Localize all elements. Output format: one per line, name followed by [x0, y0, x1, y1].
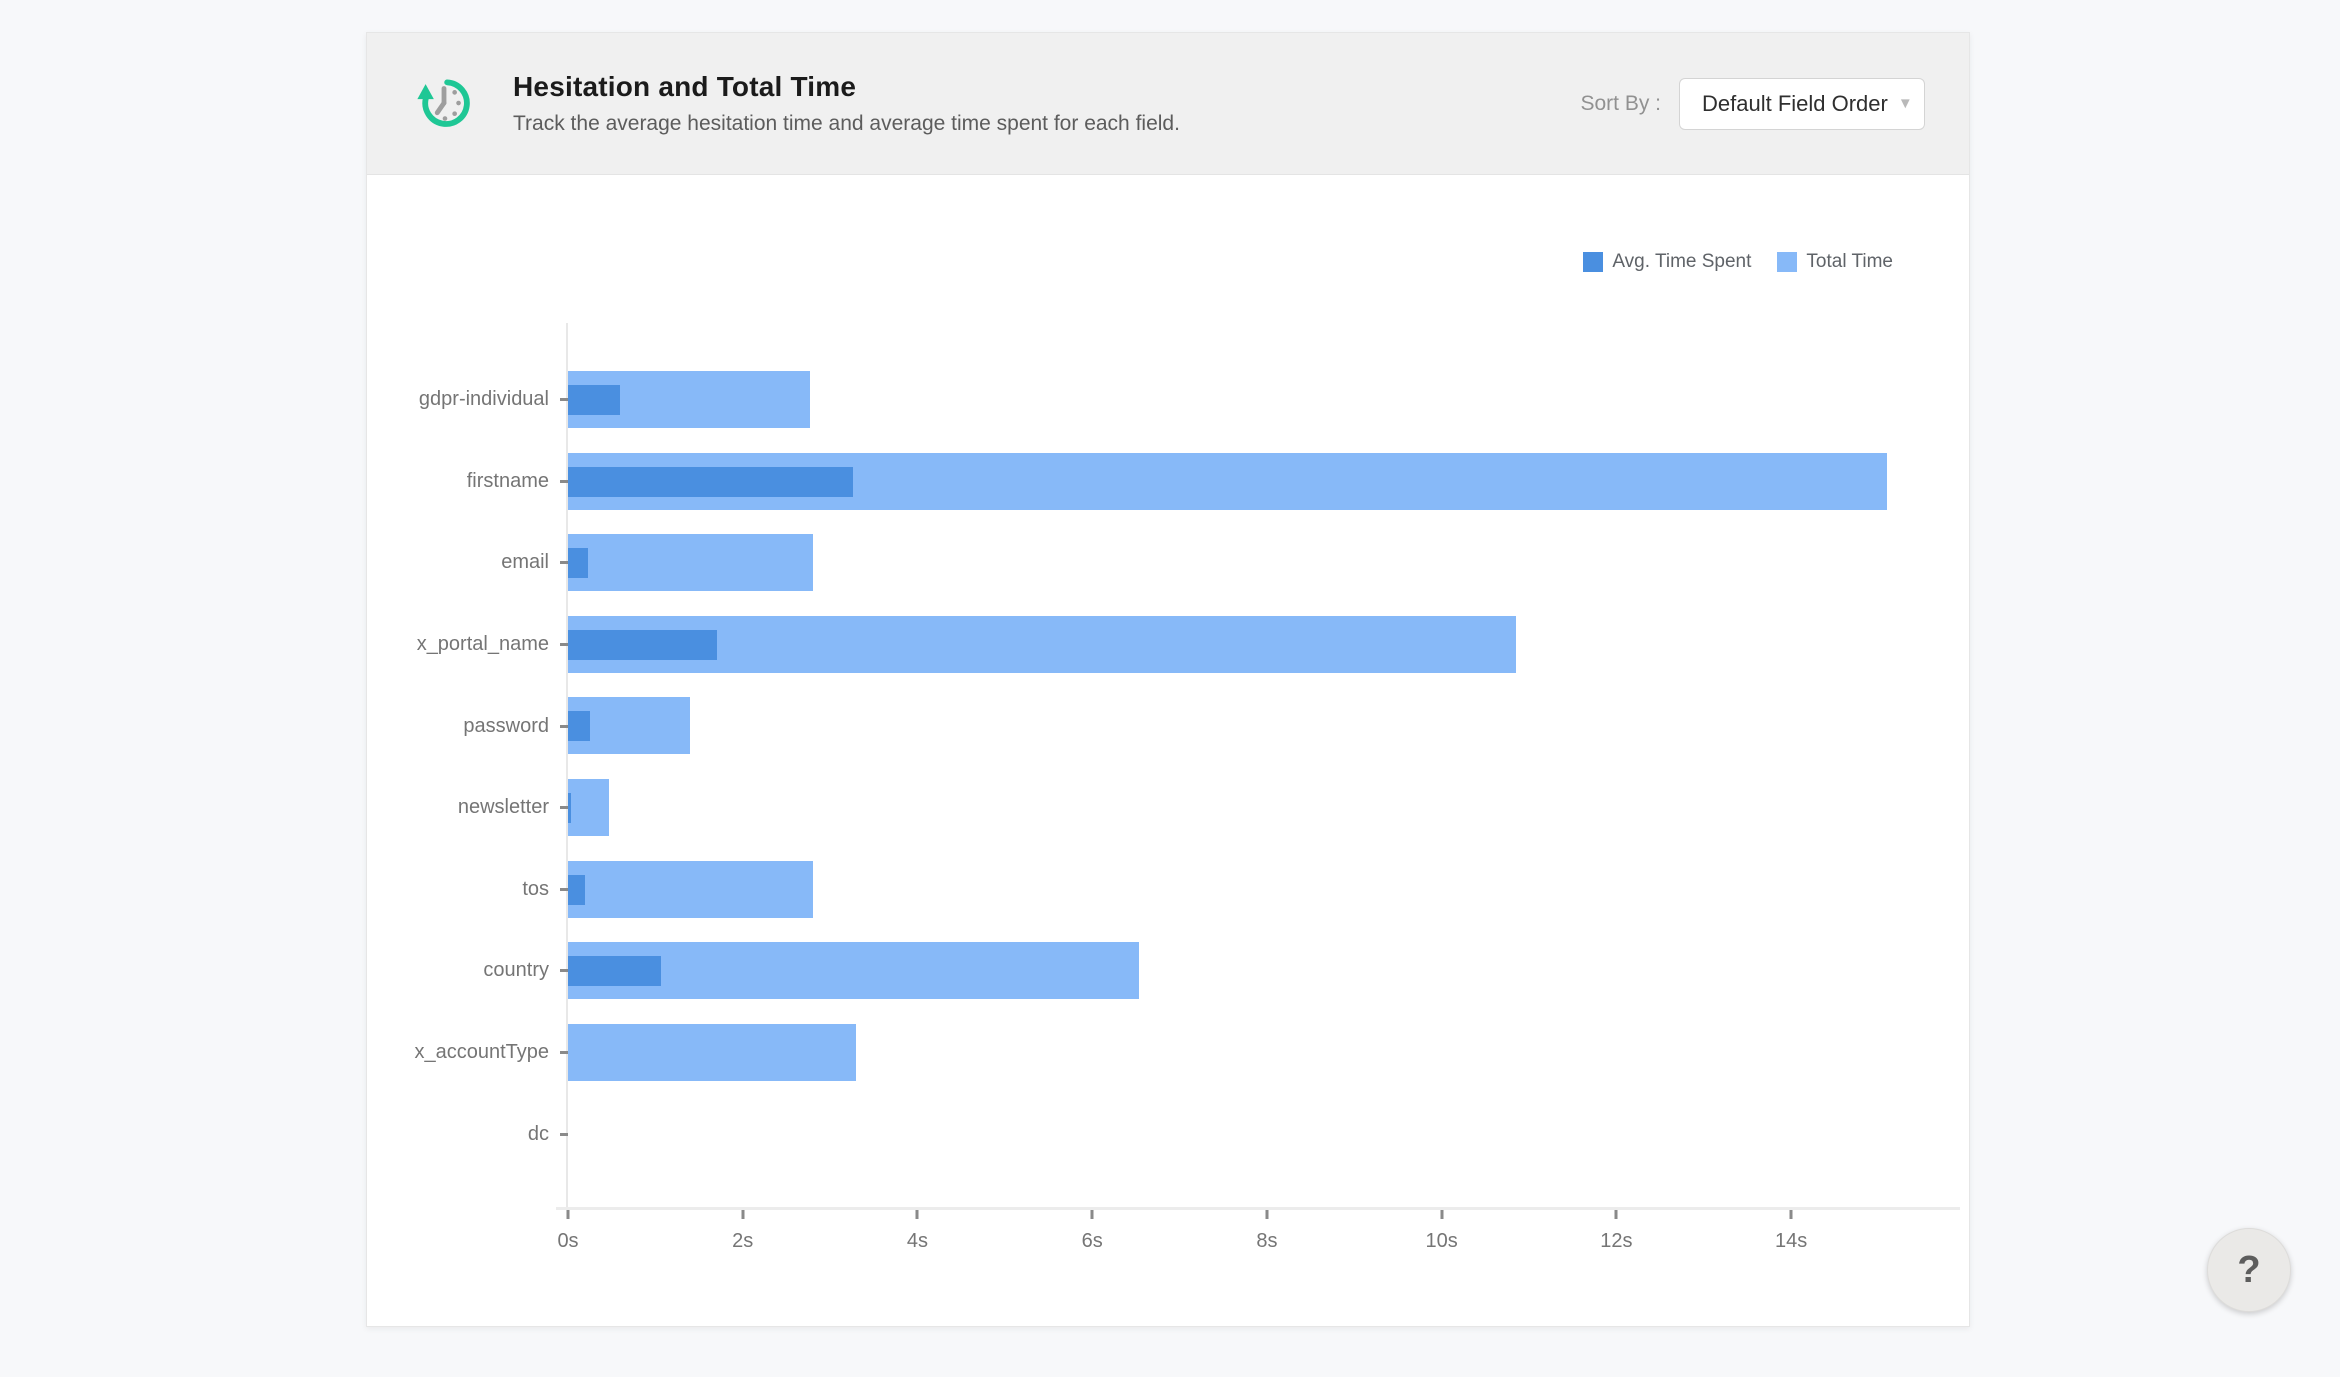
legend-item[interactable]: Total Time: [1777, 251, 1893, 273]
y-axis-tick-mark: [560, 479, 568, 483]
sort-by-dropdown[interactable]: Default Field Order ▼: [1679, 77, 1925, 130]
x-axis-tick-mark: [566, 1210, 570, 1219]
total-time-bar[interactable]: [568, 615, 1516, 673]
page-title: Hesitation and Total Time: [513, 71, 857, 102]
chart-row: [568, 522, 1896, 604]
x-axis-tick-label: 8s: [1256, 1230, 1278, 1252]
help-button-label: ?: [2237, 1248, 2261, 1291]
x-axis-tick-label: 2s: [732, 1230, 754, 1252]
y-axis-label-row: gdpr-individual: [369, 359, 568, 441]
avg-time-spent-bar[interactable]: [568, 792, 572, 823]
chart-row: [568, 359, 1896, 441]
legend-swatch-icon: [1583, 252, 1604, 272]
sort-by-group: Sort By : Default Field Order ▼: [1580, 77, 1925, 130]
sort-by-selected-value: Default Field Order: [1702, 90, 1888, 116]
y-axis-tick-mark: [560, 643, 568, 647]
y-axis-label: country: [483, 959, 549, 982]
x-axis-tick-label: 10s: [1425, 1230, 1458, 1252]
y-axis-label-row: dc: [369, 1093, 568, 1175]
chart-row: [568, 767, 1896, 849]
x-axis-tick-mark: [1614, 1210, 1618, 1219]
legend-item[interactable]: Avg. Time Spent: [1583, 251, 1751, 273]
y-axis-tick-mark: [560, 398, 568, 402]
header-text: Hesitation and Total Time Track the aver…: [513, 71, 1180, 136]
sort-by-label: Sort By :: [1580, 91, 1661, 115]
y-axis-label-row: tos: [369, 849, 568, 931]
x-axis-tick-label: 4s: [906, 1230, 929, 1252]
chart-legend: Avg. Time Spent Total Time: [1583, 251, 1893, 273]
y-axis-label-row: password: [369, 685, 568, 767]
total-time-bar[interactable]: [568, 534, 813, 592]
x-axis-line: [556, 1207, 1960, 1210]
y-axis-label-row: email: [369, 522, 568, 604]
y-axis-labels: gdpr-individual firstname email x_portal_na…: [369, 359, 568, 1175]
y-axis-label: email: [501, 551, 549, 574]
chart-row: [568, 1093, 1896, 1175]
chart-row: [568, 1012, 1896, 1094]
total-time-bar[interactable]: [568, 942, 1140, 1000]
chevron-down-icon: ▼: [1897, 95, 1913, 112]
x-axis-tick-mark: [1789, 1210, 1793, 1219]
y-axis-tick-mark: [560, 724, 568, 728]
x-axis-tick-label: 6s: [1081, 1230, 1103, 1252]
chart-row: [568, 685, 1896, 767]
x-axis-tick-mark: [1090, 1210, 1094, 1219]
history-clock-icon: [417, 78, 470, 127]
total-time-bar[interactable]: [568, 778, 610, 836]
x-axis-tick-label: 12s: [1600, 1230, 1633, 1252]
avg-time-spent-bar[interactable]: [568, 548, 589, 579]
x-axis-tick-mark: [915, 1210, 919, 1219]
y-axis-label: newsletter: [457, 796, 549, 819]
x-axis-tick-mark: [1440, 1210, 1444, 1219]
help-button[interactable]: ?: [2207, 1228, 2291, 1312]
legend-label: Avg. Time Spent: [1612, 251, 1752, 272]
y-axis-label: tos: [522, 877, 549, 900]
chart-row: [568, 849, 1896, 931]
chart-row: [568, 604, 1896, 686]
total-time-bar[interactable]: [568, 860, 813, 918]
y-axis-tick-mark: [560, 887, 568, 891]
y-axis-label-row: x_accountType: [369, 1012, 568, 1094]
chart-row: [568, 441, 1896, 523]
y-axis-label: dc: [527, 1122, 549, 1145]
y-axis-label: firstname: [466, 469, 549, 492]
y-axis-tick-mark: [560, 969, 568, 973]
y-axis-label: password: [463, 714, 549, 737]
chart-row: [568, 930, 1896, 1012]
hesitation-card: Hesitation and Total Time Track the aver…: [366, 32, 1970, 1327]
total-time-bar[interactable]: [568, 1023, 857, 1081]
plot-area: gdpr-individual firstname email x_portal_na…: [414, 323, 1960, 1252]
avg-time-spent-bar[interactable]: [568, 466, 853, 497]
x-axis-tick-mark: [1265, 1210, 1269, 1219]
y-axis-tick-mark: [560, 561, 568, 565]
plot-rows: [568, 359, 1896, 1175]
avg-time-spent-bar[interactable]: [568, 711, 590, 742]
y-axis-label-row: newsletter: [369, 767, 568, 849]
page-subtitle: Track the average hesitation time and av…: [513, 112, 1180, 135]
card-header: Hesitation and Total Time Track the aver…: [367, 33, 1969, 175]
avg-time-spent-bar[interactable]: [568, 874, 585, 905]
chart-area: Avg. Time Spent Total Time gdpr-individua…: [367, 175, 1969, 1326]
y-axis-label-row: x_portal_name: [369, 604, 568, 686]
y-axis-tick-mark: [560, 1051, 568, 1055]
legend-swatch-icon: [1777, 252, 1798, 272]
avg-time-spent-bar[interactable]: [568, 629, 717, 660]
y-axis-label: x_portal_name: [416, 633, 549, 656]
y-axis-tick-mark: [560, 806, 568, 810]
avg-time-spent-bar[interactable]: [568, 385, 620, 415]
y-axis-label-row: firstname: [369, 441, 568, 523]
y-axis-tick-mark: [560, 1132, 568, 1136]
x-axis-tick-label: 0s: [557, 1230, 579, 1252]
x-axis-tick-mark: [741, 1210, 745, 1219]
y-axis-label: x_accountType: [414, 1041, 549, 1064]
y-axis-label-row: country: [369, 930, 568, 1012]
avg-time-spent-bar[interactable]: [568, 956, 661, 987]
y-axis-label: gdpr-individual: [418, 388, 549, 411]
legend-label: Total Time: [1806, 251, 1893, 272]
x-axis-tick-label: 14s: [1775, 1230, 1808, 1252]
